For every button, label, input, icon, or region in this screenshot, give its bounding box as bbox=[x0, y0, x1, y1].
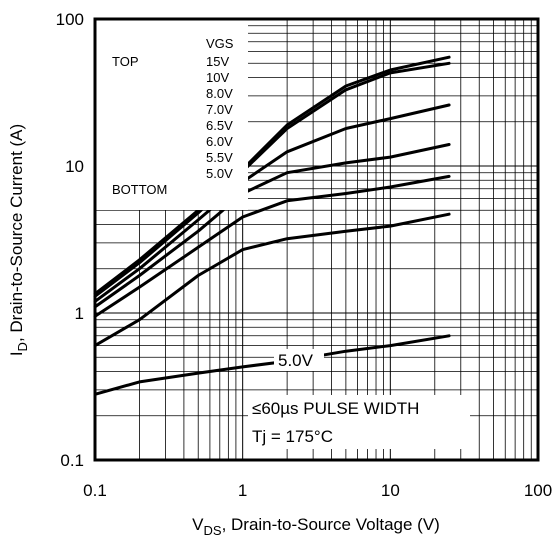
temperature-label: Tj = 175°C bbox=[252, 427, 333, 446]
legend-box bbox=[96, 20, 248, 210]
y-tick-label: 1 bbox=[75, 304, 84, 323]
series-line-7-0V bbox=[93, 143, 451, 309]
legend-entry: 10V bbox=[206, 70, 229, 85]
legend-entry: 5.5V bbox=[206, 150, 233, 165]
y-axis-label-prefix: I bbox=[7, 351, 26, 356]
x-axis-label-rest: , Drain-to-Source Voltage (V) bbox=[222, 515, 440, 534]
legend-entry: 15V bbox=[206, 54, 229, 69]
series-lines bbox=[93, 55, 451, 396]
curve-label-bg bbox=[274, 349, 324, 371]
x-tick-label: 100 bbox=[524, 481, 552, 500]
y-tick-label: 0.1 bbox=[60, 451, 84, 470]
legend-entry: 6.0V bbox=[206, 134, 233, 149]
series-line-6-0V bbox=[93, 212, 451, 348]
legend-top-label: TOP bbox=[112, 54, 139, 69]
x-tick-label: 0.1 bbox=[83, 481, 107, 500]
x-ticks: 0.1 1 10 100 bbox=[83, 481, 552, 500]
legend-bottom-label: BOTTOM bbox=[112, 182, 167, 197]
annotation-box bbox=[248, 395, 470, 449]
series-line-6-5V bbox=[93, 174, 451, 318]
x-axis-label: VDS, Drain-to-Source Voltage (V) bbox=[192, 515, 440, 538]
y-tick-label: 100 bbox=[56, 10, 84, 29]
curve-label: 5.0V bbox=[278, 351, 314, 370]
y-ticks: 0.1 1 10 100 bbox=[56, 10, 84, 470]
pulse-width-label: ≤60µs PULSE WIDTH bbox=[252, 399, 419, 418]
y-axis-label-sub: D bbox=[15, 342, 30, 351]
legend-entry: 5.0V bbox=[206, 166, 233, 181]
x-tick-label: 10 bbox=[381, 481, 400, 500]
legend-entry: 7.0V bbox=[206, 102, 233, 117]
y-axis-label-rest: , Drain-to-Source Current (A) bbox=[7, 124, 26, 342]
x-axis-label-sub: DS bbox=[204, 523, 222, 538]
series-line-8-0V bbox=[93, 103, 451, 303]
series-line-15V bbox=[93, 55, 451, 296]
legend-entry: 8.0V bbox=[206, 86, 233, 101]
x-axis-label-prefix: V bbox=[192, 515, 204, 534]
legend-header: VGS bbox=[206, 36, 234, 51]
series-line-10V bbox=[93, 61, 451, 298]
series-line-5-5V bbox=[93, 334, 451, 396]
y-tick-label: 10 bbox=[65, 157, 84, 176]
x-tick-label: 1 bbox=[238, 481, 247, 500]
y-axis-label: ID, Drain-to-Source Current (A) bbox=[7, 124, 30, 356]
legend-entry: 6.5V bbox=[206, 118, 233, 133]
plot-frame bbox=[93, 17, 540, 462]
